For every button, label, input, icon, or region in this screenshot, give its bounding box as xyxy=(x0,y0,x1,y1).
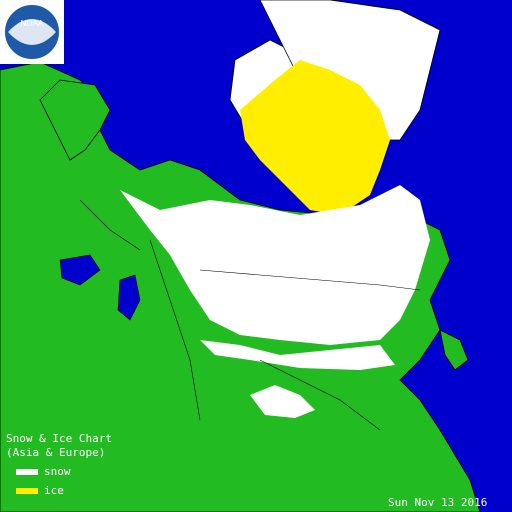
ice-arctic xyxy=(240,60,390,215)
legend-label-ice: ice xyxy=(44,484,64,497)
legend-title-line2: (Asia & Europe) xyxy=(6,446,106,459)
noaa-logo: NOAA xyxy=(0,0,64,64)
noaa-logo-text: NOAA xyxy=(21,19,44,28)
snow-central-asia xyxy=(200,340,395,370)
snow-tibet xyxy=(250,385,315,418)
legend-swatch-snow xyxy=(16,469,38,475)
snow-siberia xyxy=(120,185,430,345)
date-stamp: Sun Nov 13 2016 xyxy=(388,496,488,509)
land-scandinavia xyxy=(39,79,111,161)
legend-title-line1: Snow & Ice Chart xyxy=(6,432,112,445)
black-sea xyxy=(59,254,101,286)
land-japan xyxy=(439,329,469,371)
country-borders xyxy=(79,199,421,431)
caspian-sea xyxy=(117,274,141,321)
legend-label-snow: snow xyxy=(44,465,71,478)
legend-swatch-ice xyxy=(16,488,38,494)
